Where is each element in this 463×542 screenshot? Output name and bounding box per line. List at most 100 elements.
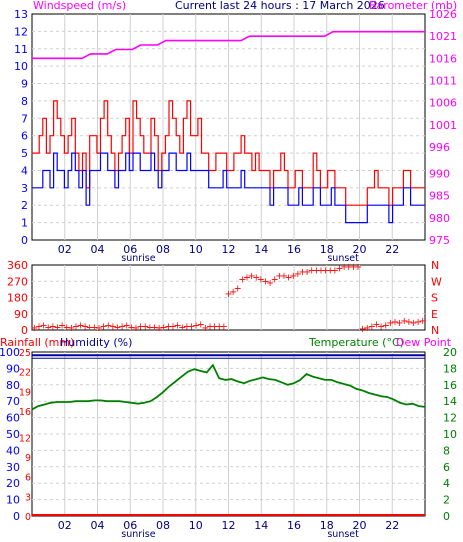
temp-xtick-label: 22 — [385, 519, 399, 532]
direction-ytick-label: 180 — [7, 292, 28, 305]
direction-point: + — [90, 322, 98, 333]
direction-point: + — [155, 323, 163, 334]
wind-ytick-label: 0 — [21, 234, 28, 247]
wind-xtick-label: 14 — [254, 243, 268, 256]
wind-ytick-label: 9 — [21, 78, 28, 91]
direction-point: + — [419, 316, 427, 327]
wind-ytick-label: 6 — [21, 130, 28, 143]
temperature-ytick-label: 12 — [443, 412, 457, 425]
wind-ytick-label: 1 — [21, 217, 28, 230]
direction-point: + — [368, 321, 376, 332]
temp-xtick-label: 04 — [91, 519, 105, 532]
wind-ytick-label: 5 — [21, 147, 28, 160]
direction-point: + — [363, 323, 371, 334]
windspeed-label: Windspeed (m/s) — [33, 0, 126, 12]
direction-point: + — [322, 265, 330, 276]
direction-point: + — [234, 283, 242, 294]
direction-point: + — [123, 320, 131, 331]
direction-point: + — [160, 322, 168, 333]
direction-point: + — [109, 321, 117, 332]
baro-ytick-label: 975 — [429, 234, 450, 247]
wind-ytick-label: 2 — [21, 199, 28, 212]
baro-ytick-label: 1006 — [429, 97, 457, 110]
direction-point: + — [396, 318, 404, 329]
wind-ytick-label: 3 — [21, 182, 28, 195]
baro-ytick-label: 1016 — [429, 52, 457, 65]
baro-ytick-label: 980 — [429, 212, 450, 225]
temperature-ytick-label: 0 — [443, 510, 450, 523]
direction-point: + — [340, 262, 348, 273]
temp-xtick-label: 08 — [156, 519, 170, 532]
direction-point: + — [58, 320, 66, 331]
temperature-label: Temperature (°C) — [308, 336, 404, 349]
wind-xtick-label: 12 — [222, 243, 236, 256]
temp-sunset-label: sunset — [327, 529, 359, 540]
direction-point: + — [289, 271, 297, 282]
direction-point: + — [345, 262, 353, 273]
humidity-ytick-label: 30 — [6, 461, 20, 474]
temperature-ytick-label: 18 — [443, 362, 457, 375]
temperature-ytick-label: 20 — [443, 346, 457, 359]
wind-xtick-label: 10 — [189, 243, 203, 256]
wind-ytick-label: 13 — [14, 8, 28, 21]
humidity-ytick-label: 50 — [6, 428, 20, 441]
direction-point: + — [391, 317, 399, 328]
direction-point: + — [192, 320, 200, 331]
direction-point: + — [114, 322, 122, 333]
current-period-label: Current last 24 hours : 17 March 2026 — [175, 0, 385, 12]
baro-ytick-label: 1026 — [429, 8, 457, 21]
wind-sunset-label: sunset — [327, 253, 359, 264]
direction-point: + — [326, 265, 334, 276]
wind-ytick-label: 7 — [21, 112, 28, 125]
rainfall-ytick-label: 22 — [19, 368, 31, 379]
direction-ytick-label: 0 — [21, 324, 28, 337]
direction-point: + — [275, 271, 283, 282]
temp-xtick-label: 06 — [123, 519, 137, 532]
direction-point: + — [354, 262, 362, 273]
wind-average-series — [32, 152, 425, 224]
direction-point: + — [243, 273, 251, 284]
direction-point: + — [331, 265, 339, 276]
direction-point: + — [77, 320, 85, 331]
temperature-series — [31, 363, 426, 411]
direction-point: + — [211, 321, 219, 332]
temperature-humidity-panel: 0102030405060708090100036912161922250246… — [0, 346, 457, 540]
direction-point: + — [63, 322, 71, 333]
direction-point: + — [349, 262, 357, 273]
wind-xtick-label: 08 — [156, 243, 170, 256]
direction-point: + — [271, 274, 279, 285]
direction-point: + — [215, 321, 223, 332]
direction-point: + — [229, 287, 237, 298]
wind-xtick-label: 02 — [58, 243, 72, 256]
temp-xtick-label: 16 — [287, 519, 301, 532]
rainfall-ytick-label: 19 — [19, 387, 31, 398]
baro-ytick-label: 990 — [429, 168, 450, 181]
rainfall-ytick-label: 3 — [25, 492, 31, 503]
wind-xtick-label: 06 — [123, 243, 137, 256]
direction-point: + — [81, 321, 89, 332]
direction-point: + — [53, 322, 61, 333]
direction-point: + — [377, 321, 385, 332]
wind-ytick-label: 4 — [21, 164, 28, 177]
direction-point: + — [118, 321, 126, 332]
wind-ytick-label: 10 — [14, 60, 28, 73]
direction-point: + — [225, 289, 233, 300]
temperature-ytick-label: 6 — [443, 461, 450, 474]
direction-point: + — [294, 269, 302, 280]
temperature-ytick-label: 14 — [443, 395, 457, 408]
wind-xtick-label: 22 — [385, 243, 399, 256]
wind-barometer-panel: 0123456789101112139759809859909961001100… — [14, 8, 457, 264]
temperature-ytick-label: 10 — [443, 428, 457, 441]
direction-point: + — [201, 323, 209, 334]
direction-point: + — [359, 324, 367, 335]
temperature-ytick-label: 16 — [443, 379, 457, 392]
humidity-ytick-label: 40 — [6, 444, 20, 457]
temp-xtick-label: 02 — [58, 519, 72, 532]
direction-point: + — [35, 321, 43, 332]
direction-point: + — [317, 265, 325, 276]
barometer-series — [32, 30, 425, 60]
humidity-label: Humidity (%) — [60, 336, 132, 349]
rainfall-ytick-label: 6 — [25, 473, 31, 484]
direction-point: + — [169, 321, 177, 332]
direction-point: + — [188, 321, 196, 332]
